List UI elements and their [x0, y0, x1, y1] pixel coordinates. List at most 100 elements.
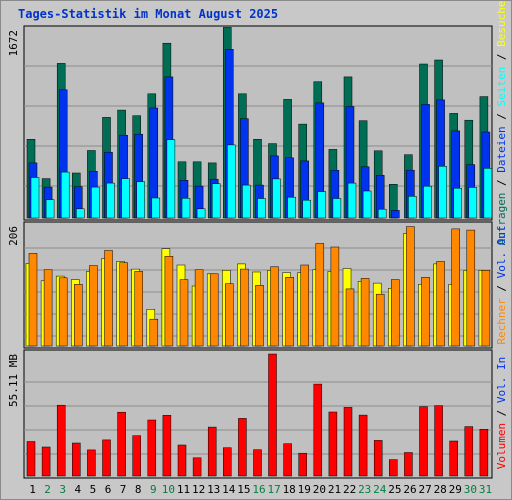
bar-rechner-day-24: [375, 293, 385, 347]
bar-seiten-day-31: [483, 168, 493, 219]
bar-volumen-day-5: [87, 449, 96, 477]
day-label-4: 4: [74, 483, 81, 496]
bar-volumen-day-30: [464, 426, 474, 477]
day-label-25: 25: [388, 483, 401, 496]
panel-bottom-legend: Volumen / Vol. In: [495, 357, 508, 470]
day-label-14: 14: [222, 483, 236, 496]
bar-seiten-day-23: [362, 190, 372, 219]
bar-volumen-day-3: [56, 404, 66, 477]
bar-seiten-day-14: [227, 144, 236, 219]
bar-seiten-day-3: [60, 171, 70, 219]
bar-rechner-day-20: [315, 243, 325, 347]
bar-rechner-day-4: [74, 284, 83, 347]
bar-rechner-day-21: [330, 246, 340, 347]
bar-rechner-day-14: [225, 283, 234, 347]
legend-vol-in: Vol. In: [495, 357, 508, 403]
bar-rechner-day-23: [360, 278, 370, 347]
day-label-19: 19: [298, 483, 311, 496]
bar-volumen-day-25: [389, 459, 398, 477]
bar-seiten-day-2: [45, 199, 55, 219]
bar-volumen-day-17: [268, 353, 277, 477]
bar-seiten-day-17: [272, 178, 281, 219]
bar-volumen-day-21: [328, 411, 338, 477]
bar-seiten-day-6: [106, 182, 115, 219]
bar-seiten-day-10: [166, 139, 176, 219]
legend-seiten: Seiten: [495, 67, 508, 107]
bar-rechner-day-31: [481, 270, 491, 347]
bar-rechner-day-9: [149, 318, 159, 347]
legend-separator-1: /: [495, 278, 508, 298]
day-label-1: 1: [29, 483, 36, 496]
day-label-6: 6: [105, 483, 112, 496]
bar-rechner-day-27: [421, 277, 430, 347]
bar-volumen-day-11: [177, 444, 187, 477]
panel-middle-ymax-label: 206: [7, 226, 20, 246]
day-label-27: 27: [418, 483, 431, 496]
bar-seiten-day-24: [377, 208, 387, 219]
bar-rechner-day-11: [179, 279, 189, 347]
legend-dateien: Dateien: [495, 126, 508, 172]
day-label-13: 13: [207, 483, 220, 496]
bar-volumen-day-28: [434, 405, 443, 477]
bar-seiten-day-15: [242, 184, 251, 219]
bar-volumen-day-1: [26, 441, 36, 477]
day-label-11: 11: [177, 483, 190, 496]
day-label-30: 30: [464, 483, 477, 496]
bar-volumen-day-23: [358, 414, 368, 477]
legend-rechner: Rechner: [495, 298, 508, 345]
bar-rechner-day-3: [58, 277, 68, 347]
bar-rechner-day-12: [194, 269, 204, 347]
bar-rechner-day-30: [466, 229, 476, 347]
bar-volumen-day-29: [449, 440, 458, 477]
panel-top-legend: Anfragen / Dateien / Seiten / Besuche: [495, 0, 508, 245]
day-label-22: 22: [343, 483, 356, 496]
bar-volumen-day-20: [313, 383, 323, 477]
bar-rechner-day-26: [406, 226, 415, 347]
day-label-18: 18: [283, 483, 296, 496]
bar-volumen-day-14: [223, 447, 232, 477]
day-label-8: 8: [135, 483, 142, 496]
bar-rechner-day-16: [255, 285, 264, 347]
day-label-9: 9: [150, 483, 157, 496]
bar-rechner-day-29: [451, 228, 460, 347]
chart-title: Tages-Statistik im Monat August 2025: [18, 7, 279, 21]
bar-volumen-day-13: [207, 426, 217, 477]
day-label-28: 28: [434, 483, 447, 496]
day-label-26: 26: [403, 483, 416, 496]
panel-middle-legend: Rechner / Vol. Out: [495, 225, 508, 344]
bar-volumen-day-24: [373, 440, 383, 477]
bar-rechner-day-2: [43, 269, 53, 347]
bar-volumen-day-8: [132, 435, 141, 477]
legend-separator-3: /: [495, 106, 508, 126]
bar-rechner-day-19: [300, 264, 309, 347]
day-label-24: 24: [373, 483, 387, 496]
day-label-23: 23: [358, 483, 371, 496]
day-label-3: 3: [59, 483, 66, 496]
bar-volumen-day-31: [479, 429, 489, 477]
bar-rechner-day-18: [285, 277, 294, 347]
bar-seiten-day-11: [181, 198, 191, 219]
bar-volumen-day-10: [162, 415, 172, 477]
bar-seiten-day-20: [317, 191, 327, 219]
bar-seiten-day-12: [196, 208, 206, 219]
day-label-10: 10: [162, 483, 175, 496]
bar-volumen-day-6: [102, 439, 111, 477]
bar-rechner-day-5: [89, 265, 98, 347]
legend-besuche: Besuche: [495, 0, 508, 46]
day-label-17: 17: [267, 483, 280, 496]
panel-top-ymax-label: 1672: [7, 30, 20, 57]
legend-separator-1: /: [495, 403, 508, 423]
day-label-2: 2: [44, 483, 51, 496]
legend-vol-out: Vol. Out: [495, 225, 508, 278]
bar-seiten-day-27: [423, 185, 432, 219]
day-label-21: 21: [328, 483, 341, 496]
day-label-31: 31: [479, 483, 492, 496]
bar-volumen-day-18: [283, 443, 292, 477]
bar-volumen-day-4: [72, 442, 81, 477]
bar-seiten-day-29: [453, 187, 462, 219]
bar-volumen-day-7: [117, 411, 126, 477]
bar-volumen-day-15: [238, 418, 247, 477]
day-label-5: 5: [90, 483, 97, 496]
bar-volumen-day-9: [147, 419, 157, 477]
